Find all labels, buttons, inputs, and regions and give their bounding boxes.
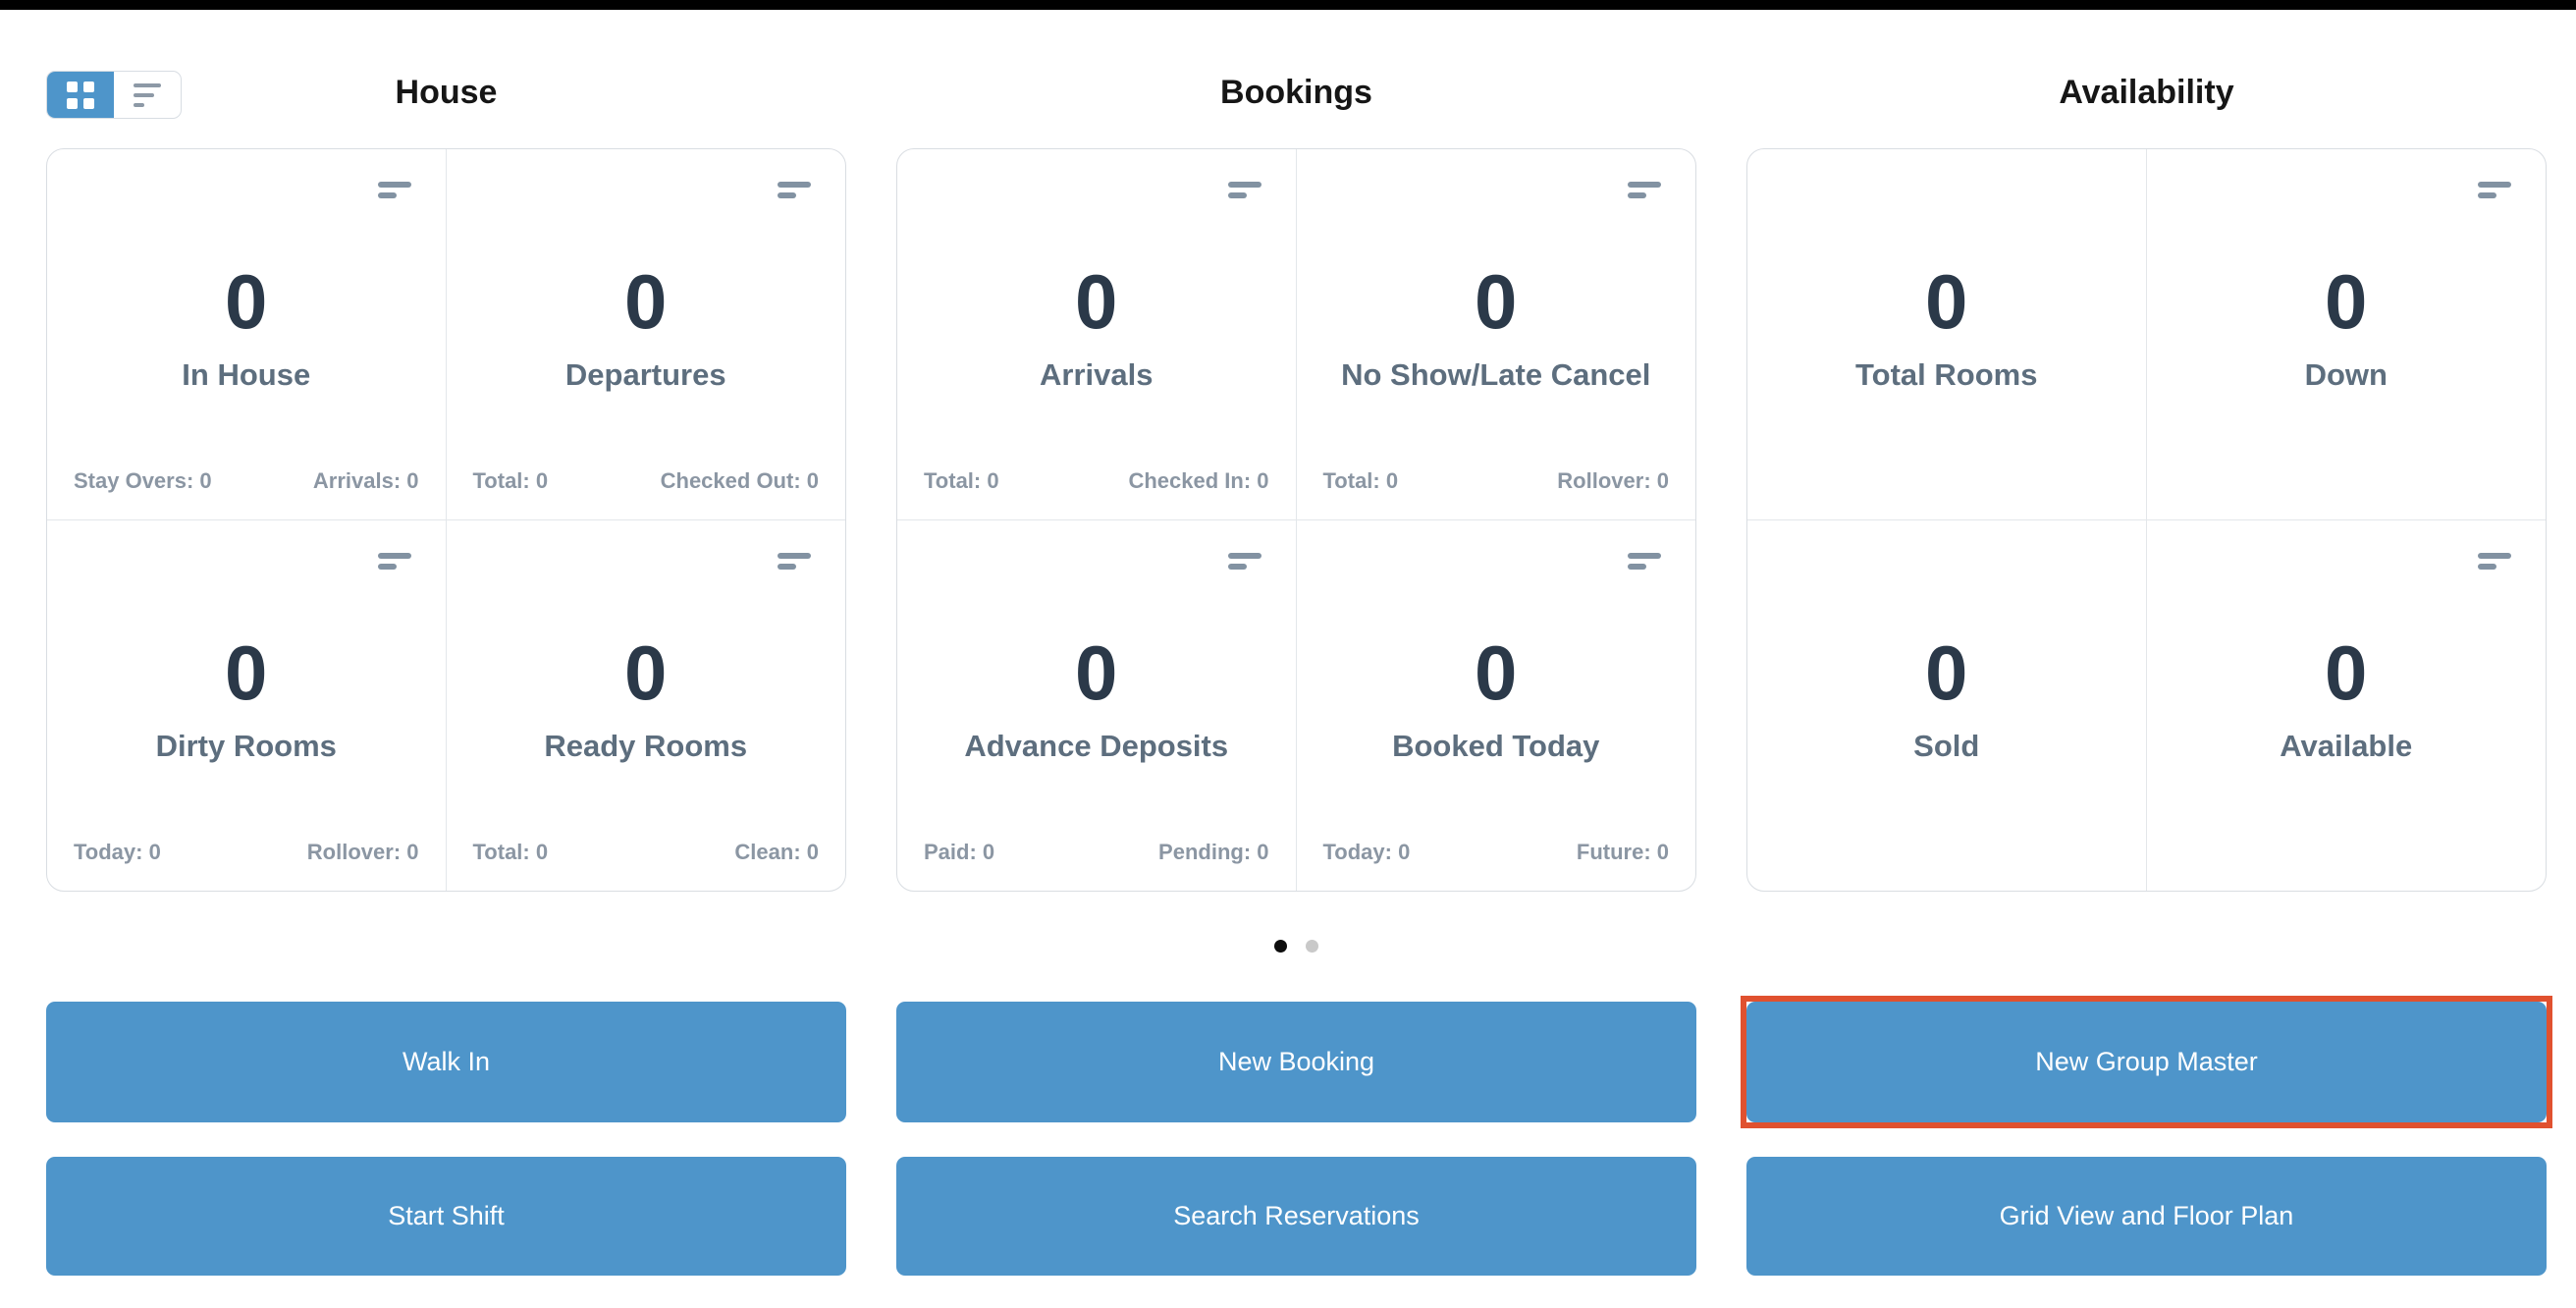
stat-label: Ready Rooms xyxy=(544,728,748,763)
stat-value: 0 xyxy=(2325,628,2368,716)
card-menu-icon[interactable] xyxy=(2478,552,2511,570)
column-titles: House Bookings Availability xyxy=(46,73,2547,112)
start-shift-button[interactable]: Start Shift xyxy=(46,1157,846,1276)
availability-card-group: 0 Total Rooms 0 Down 0 Sold 0 Available xyxy=(1746,148,2547,892)
stat-footer-right: Future: 0 xyxy=(1576,840,1669,864)
stat-label: Departures xyxy=(564,357,726,392)
stat-label: Arrivals xyxy=(1040,357,1154,392)
column-title-bookings: Bookings xyxy=(1220,74,1372,111)
stat-label: Available xyxy=(2280,728,2413,763)
stat-value: 0 xyxy=(2325,258,2368,345)
stat-card-down[interactable]: 0 Down xyxy=(2146,149,2546,520)
stat-value: 0 xyxy=(1475,628,1518,716)
stat-footer-left: Total: 0 xyxy=(472,467,549,493)
stat-card-total-rooms[interactable]: 0 Total Rooms xyxy=(1747,149,2147,520)
stat-card-in-house[interactable]: 0 In House Stay Overs: 0 Arrivals: 0 xyxy=(47,149,447,520)
stat-card-dirty-rooms[interactable]: 0 Dirty Rooms Today: 0 Rollover: 0 xyxy=(47,519,447,891)
stat-value: 0 xyxy=(624,258,668,345)
stat-value: 0 xyxy=(1925,258,1968,345)
card-menu-icon[interactable] xyxy=(377,552,411,570)
action-button-row-2: Start Shift Search Reservations Grid Vie… xyxy=(46,1157,2547,1276)
stat-card-no-show-late-cancel[interactable]: 0 No Show/Late Cancel Total: 0 Rollover:… xyxy=(1296,149,1695,520)
stat-footer-right: Rollover: 0 xyxy=(1557,467,1669,493)
stat-label: Booked Today xyxy=(1392,728,1600,763)
list-view-button[interactable] xyxy=(114,72,181,118)
card-menu-icon[interactable] xyxy=(778,182,811,198)
stat-card-advance-deposits[interactable]: 0 Advance Deposits Paid: 0 Pending: 0 xyxy=(897,519,1297,891)
stat-footer-left: Stay Overs: 0 xyxy=(74,467,212,493)
stat-card-groups: 0 In House Stay Overs: 0 Arrivals: 0 0 D… xyxy=(46,148,2547,892)
card-menu-icon[interactable] xyxy=(2478,182,2511,198)
column-title-house: House xyxy=(395,74,498,111)
card-menu-icon[interactable] xyxy=(778,552,811,570)
stat-footer-left: Total: 0 xyxy=(472,840,549,864)
card-menu-icon[interactable] xyxy=(1628,552,1661,570)
stat-value: 0 xyxy=(225,258,268,345)
stat-value: 0 xyxy=(1075,258,1118,345)
pagination-dot-active[interactable] xyxy=(1274,940,1287,953)
stat-footer-left: Total: 0 xyxy=(924,467,999,493)
search-reservations-button[interactable]: Search Reservations xyxy=(896,1157,1696,1276)
card-menu-icon[interactable] xyxy=(1628,182,1661,198)
top-black-bar xyxy=(0,0,2576,10)
stat-footer-left: Today: 0 xyxy=(1322,840,1411,864)
list-icon xyxy=(134,82,161,107)
carousel-pagination xyxy=(46,940,2547,953)
new-group-master-highlight: New Group Master xyxy=(1741,996,2552,1128)
action-button-row-1: Walk In New Booking New Group Master xyxy=(46,996,2552,1128)
pagination-dot[interactable] xyxy=(1306,940,1318,953)
stat-footer-left: Paid: 0 xyxy=(924,840,995,864)
stat-value: 0 xyxy=(1075,628,1118,716)
column-title-availability: Availability xyxy=(2059,74,2234,111)
stat-value: 0 xyxy=(624,628,668,716)
stat-footer-right: Checked Out: 0 xyxy=(660,467,819,493)
stat-label: No Show/Late Cancel xyxy=(1341,357,1651,392)
view-toggle[interactable] xyxy=(46,71,182,119)
new-group-master-button[interactable]: New Group Master xyxy=(1746,1002,2547,1122)
grid-view-floor-plan-button[interactable]: Grid View and Floor Plan xyxy=(1746,1157,2547,1276)
stat-card-departures[interactable]: 0 Departures Total: 0 Checked Out: 0 xyxy=(446,149,845,520)
stat-footer-left: Total: 0 xyxy=(1322,467,1399,493)
new-booking-button[interactable]: New Booking xyxy=(896,1002,1696,1122)
grid-icon xyxy=(67,81,94,109)
card-menu-icon[interactable] xyxy=(1227,182,1261,198)
stat-footer-right: Clean: 0 xyxy=(734,840,819,864)
card-menu-icon[interactable] xyxy=(377,182,411,198)
stat-card-sold[interactable]: 0 Sold xyxy=(1747,519,2147,891)
stat-value: 0 xyxy=(1475,258,1518,345)
stat-label: Dirty Rooms xyxy=(155,728,337,763)
stat-value: 0 xyxy=(225,628,268,716)
stat-value: 0 xyxy=(1925,628,1968,716)
stat-footer-right: Checked In: 0 xyxy=(1128,467,1269,493)
stat-footer-right: Pending: 0 xyxy=(1158,840,1269,864)
grid-view-button[interactable] xyxy=(47,72,114,118)
stat-footer-left: Today: 0 xyxy=(74,840,161,864)
stat-label: In House xyxy=(182,357,311,392)
stat-label: Advance Deposits xyxy=(964,728,1229,763)
stat-card-ready-rooms[interactable]: 0 Ready Rooms Total: 0 Clean: 0 xyxy=(447,520,846,892)
stat-card-available[interactable]: 0 Available xyxy=(2147,520,2547,892)
stat-card-booked-today[interactable]: 0 Booked Today Today: 0 Future: 0 xyxy=(1297,520,1696,892)
stat-footer-right: Rollover: 0 xyxy=(306,840,419,864)
stat-label: Sold xyxy=(1913,728,1980,763)
walk-in-button[interactable]: Walk In xyxy=(46,1002,846,1122)
stat-card-arrivals[interactable]: 0 Arrivals Total: 0 Checked In: 0 xyxy=(897,149,1297,520)
card-menu-icon[interactable] xyxy=(1227,552,1261,570)
stat-label: Total Rooms xyxy=(1855,357,2038,392)
stat-footer-right: Arrivals: 0 xyxy=(312,467,419,493)
house-card-group: 0 In House Stay Overs: 0 Arrivals: 0 0 D… xyxy=(46,148,846,892)
stat-label: Down xyxy=(2304,357,2388,392)
bookings-card-group: 0 Arrivals Total: 0 Checked In: 0 0 No S… xyxy=(896,148,1696,892)
